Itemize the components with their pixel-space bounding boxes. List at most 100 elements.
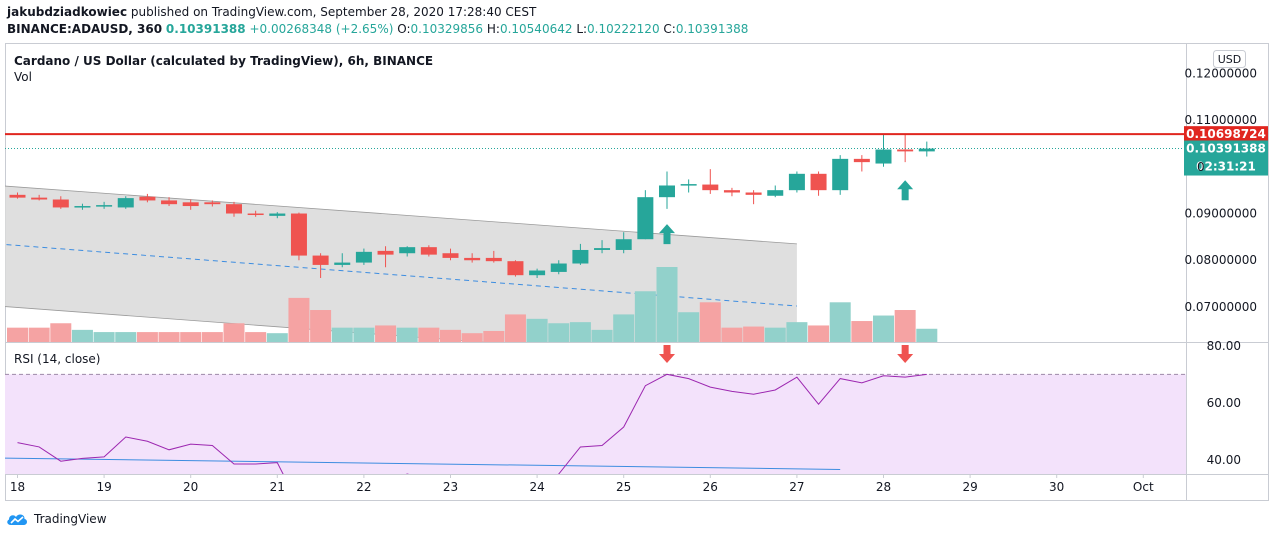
volume-bar <box>634 291 656 342</box>
brand-name: TradingView <box>34 512 107 526</box>
candle-body <box>464 257 481 261</box>
time-tick-label: 27 <box>789 480 804 494</box>
candle-body <box>723 190 740 193</box>
time-tick-label: 20 <box>183 480 198 494</box>
candle-body <box>420 247 437 255</box>
author-name[interactable]: jakubdziadkowiec <box>7 5 128 19</box>
candlesticks <box>9 134 935 278</box>
volume-bar <box>50 323 72 342</box>
volume-bar <box>526 318 548 342</box>
time-tick-label: 25 <box>616 480 631 494</box>
candle-body <box>832 158 849 191</box>
volume-bar <box>396 327 418 342</box>
rsi-signal-markers <box>659 345 914 363</box>
time-tick-label: 24 <box>529 480 544 494</box>
candle-body <box>74 206 91 208</box>
candle-body <box>9 194 26 198</box>
time-tick-label: 18 <box>10 480 25 494</box>
candle-body <box>312 255 329 265</box>
volume-bar <box>353 327 375 342</box>
candle-body <box>680 184 697 186</box>
candle-body <box>355 251 372 263</box>
high-label: H: <box>486 22 500 36</box>
rsi-band <box>5 374 1186 474</box>
chart-frame[interactable]: 0.12000000 0.11000000 0.09000000 0.08000000… <box>5 43 1269 501</box>
main-pane[interactable] <box>5 133 1186 365</box>
price-tick-label: 0.08000000 <box>1184 253 1257 267</box>
currency-label[interactable]: USD <box>1218 53 1242 66</box>
volume-bar <box>7 327 28 342</box>
rsi-axis[interactable]: 80.00 60.00 40.00 <box>1207 339 1241 467</box>
rsi-tick-label: 80.00 <box>1207 339 1241 353</box>
candle-body <box>161 200 178 205</box>
volume-bar <box>656 267 678 342</box>
volume-bar <box>461 333 483 342</box>
price-label-resistance: 0.10698724 <box>1184 126 1268 143</box>
volume-bar <box>331 327 353 342</box>
signal-markers <box>659 180 914 245</box>
price-axis[interactable]: 0.12000000 0.11000000 0.09000000 0.08000000… <box>1184 66 1257 314</box>
volume-bar <box>678 312 700 342</box>
chart-title: Cardano / US Dollar (calculated by Tradi… <box>14 54 433 68</box>
rsi-pane[interactable] <box>5 373 1186 501</box>
time-tick-label: 21 <box>270 480 285 494</box>
volume-bar <box>504 314 526 342</box>
candle-body <box>572 249 589 264</box>
rsi-trendline[interactable] <box>5 457 841 470</box>
ohlc-legend: BINANCE:ADAUSD, 360 0.10391388 +0.002683… <box>7 22 748 36</box>
candle-body <box>204 202 221 205</box>
price-channel[interactable] <box>5 185 797 365</box>
volume-bar <box>223 323 245 342</box>
price-tick-label: 0.07000000 <box>1184 300 1257 314</box>
time-tick-label: Oct <box>1133 480 1154 494</box>
candle-body <box>117 198 134 208</box>
candle-body <box>659 185 675 198</box>
rsi-label: RSI (14, close) <box>14 352 100 366</box>
price-label-current: 0.10391388 02:31:21 <box>1184 140 1268 176</box>
currency-button[interactable]: USD <box>1213 50 1246 68</box>
volume-bar <box>93 332 115 342</box>
candle-body <box>875 149 892 164</box>
volume-bar <box>136 332 158 342</box>
candle-body <box>226 204 242 214</box>
time-tick-label: 23 <box>443 480 458 494</box>
volume-bar <box>569 322 591 342</box>
candle-body <box>269 213 286 216</box>
volume-bar <box>418 327 440 342</box>
volume-bar <box>829 302 851 342</box>
candle-body <box>788 173 805 191</box>
volume-bar <box>851 321 873 342</box>
candle-body <box>399 247 416 254</box>
candle-body <box>182 202 199 207</box>
volume-bar <box>440 329 461 342</box>
volume-label: Vol <box>14 70 32 84</box>
time-tick-label: 29 <box>962 480 977 494</box>
candle-body <box>637 197 654 240</box>
bar-countdown: 02:31:21 <box>1196 160 1256 174</box>
current-price-label: 0.10391388 <box>1186 142 1266 156</box>
tradingview-logo[interactable]: TradingView <box>6 509 107 529</box>
open-label: O: <box>397 22 411 36</box>
candle-body <box>918 148 935 152</box>
volume-bar <box>71 329 93 342</box>
volume-bar <box>786 322 808 342</box>
close-label: C: <box>663 22 676 36</box>
volume-bar <box>483 330 505 342</box>
up-arrow-icon <box>659 224 675 245</box>
close-value: 0.10391388 <box>675 22 749 36</box>
candle-body <box>897 149 914 152</box>
time-tick-label: 26 <box>703 480 718 494</box>
time-tick-label: 30 <box>1049 480 1064 494</box>
volume-bar <box>873 315 894 342</box>
volume-bar <box>310 310 332 342</box>
rsi-tick-label: 40.00 <box>1207 453 1241 467</box>
price-tick-label: 0.12000000 <box>1184 66 1257 80</box>
volume-bar <box>115 332 137 342</box>
publish-date: published on TradingView.com, September … <box>130 5 537 19</box>
time-axis[interactable]: 18 19 20 21 22 23 24 25 26 27 28 29 30 Oct <box>10 474 1154 494</box>
price-tick-label: 0.09000000 <box>1184 207 1257 221</box>
candle-body <box>615 239 632 250</box>
candle-body <box>485 257 502 262</box>
low-value: 0.10222120 <box>587 22 660 36</box>
up-arrow-icon <box>897 180 914 201</box>
